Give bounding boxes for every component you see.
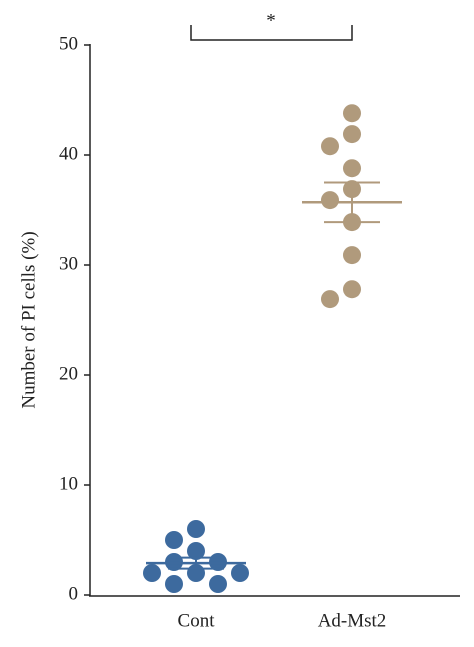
x-tick-label: Cont: [178, 610, 216, 631]
y-tick-label: 40: [59, 143, 78, 164]
y-tick-label: 10: [59, 473, 78, 494]
error-bar: [168, 556, 224, 570]
data-point: [321, 191, 339, 210]
significance-label: *: [266, 10, 276, 31]
data-point: [165, 575, 183, 593]
data-point: [343, 280, 361, 299]
data-point: [209, 575, 227, 593]
data-point: [143, 564, 161, 582]
y-tick-label: 30: [59, 253, 78, 274]
data-point: [343, 246, 361, 265]
data-point: [187, 520, 205, 538]
data-point: [321, 137, 339, 156]
significance-bracket: [190, 25, 353, 41]
data-point: [343, 125, 361, 144]
y-tick-label: 0: [69, 583, 79, 604]
y-tick-label: 20: [59, 363, 78, 384]
x-tick-label: Ad-Mst2: [318, 610, 387, 631]
data-point: [343, 104, 361, 123]
data-point: [165, 531, 183, 549]
data-point: [231, 564, 249, 582]
data-point: [187, 542, 205, 560]
data-point: [343, 159, 361, 178]
data-point: [321, 290, 339, 309]
error-bar: [324, 181, 380, 224]
y-tick-label: 50: [59, 33, 78, 54]
y-axis-label: Number of PI cells (%): [18, 231, 39, 408]
